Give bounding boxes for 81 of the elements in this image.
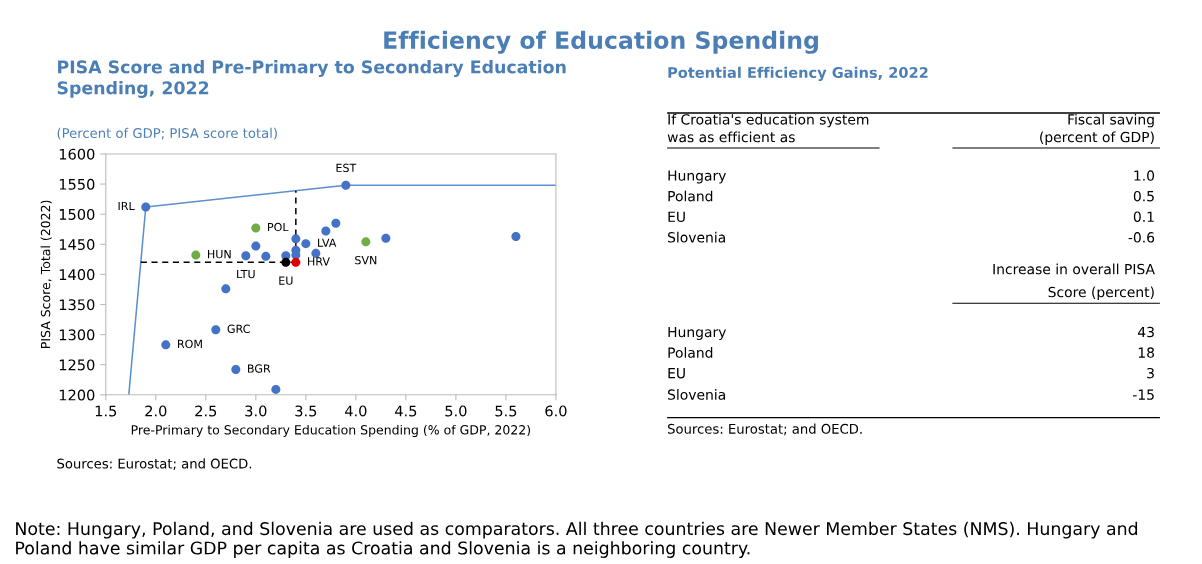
point — [261, 251, 271, 261]
text: Slovenia — [668, 231, 725, 243]
chart-subtitle: (Percent of GDP; PISA score total) — [57, 127, 277, 140]
point — [341, 180, 351, 190]
annotation: LVA — [318, 238, 337, 247]
point — [251, 223, 261, 233]
chart-title: PISA Score and Pre-Primary to Secondary Education Spending, 2022 — [57, 60, 566, 98]
text: 18 — [1138, 347, 1155, 358]
x-tick-label: 3.5 — [295, 405, 317, 417]
text: Note: Hungary, Poland, and Slovenia are used as comparators. All three countries are Newer Member States (NMS). Hungary and Poland have similar GDP per capita as Croatia and Slovenia is a neighboring country. — [16, 521, 1138, 558]
text: Fiscal saving (percent of GDP) — [1040, 113, 1154, 145]
x-tick-label: 4.0 — [344, 405, 367, 417]
text: 43 — [1138, 326, 1154, 338]
point — [321, 226, 331, 236]
text: Poland — [668, 347, 713, 358]
point — [191, 250, 201, 260]
annotation: SVN — [355, 255, 377, 265]
point — [251, 241, 261, 251]
point — [231, 365, 241, 375]
x-tick-label: 2.5 — [195, 405, 217, 417]
point — [291, 234, 301, 244]
text: Efficiency of Education Spending — [384, 30, 818, 54]
annotation: GRC — [227, 324, 250, 333]
annotation: EST — [336, 163, 357, 173]
point — [161, 340, 171, 350]
point — [211, 325, 221, 335]
x-tick-label: 4.5 — [394, 405, 417, 417]
text: Increase in overall PISA Score (percent) — [993, 263, 1155, 300]
y-tick-label: 1550 — [59, 178, 95, 190]
x-tick-label: 6.0 — [545, 405, 567, 417]
annotation: POL — [268, 222, 289, 232]
text: EU — [668, 368, 685, 379]
y-tick-label: 1250 — [59, 359, 95, 371]
point — [221, 284, 231, 294]
annotation: IRL — [118, 201, 135, 211]
point — [281, 257, 291, 267]
text: Poland — [668, 190, 713, 202]
annotation: BGR — [248, 364, 271, 373]
annotation: EU — [279, 276, 293, 285]
point — [361, 237, 371, 247]
y-tick-label: 1200 — [59, 389, 95, 401]
y-tick-label: 1350 — [59, 299, 95, 311]
annotation: LTU — [237, 269, 255, 279]
source-note: Sources: Eurostat; and OECD. — [667, 423, 862, 436]
y-tick-label: 1450 — [59, 239, 95, 251]
x-axis-title: Pre-Primary to Secondary Education Spending (% of GDP, 2022) — [131, 424, 531, 437]
text: -0.6 — [1128, 232, 1155, 243]
annotation: HRV — [308, 257, 330, 266]
text: Hungary — [668, 326, 726, 340]
point — [291, 257, 301, 267]
text: 3 — [1147, 367, 1154, 379]
y-tick-label: 1300 — [59, 329, 95, 341]
point — [511, 231, 521, 241]
text: Potential Efficiency Gains, 2022 — [668, 66, 928, 81]
text: If Croatia's education system was as efficient as — [667, 113, 869, 143]
x-tick-label: 1.5 — [95, 405, 117, 417]
text: Hungary — [668, 170, 726, 184]
point — [311, 248, 321, 258]
x-tick-label: 3.0 — [245, 405, 267, 417]
point — [141, 202, 151, 212]
x-tick-label: 5.5 — [495, 405, 517, 417]
text: EU — [668, 211, 685, 222]
point — [301, 239, 311, 249]
point — [241, 251, 251, 261]
x-tick-label: 5.0 — [445, 405, 467, 417]
y-tick-label: 1600 — [59, 148, 95, 160]
text: 0.1 — [1133, 211, 1154, 222]
text: 1.0 — [1134, 170, 1155, 181]
annotation: ROM — [178, 339, 202, 349]
y-tick-label: 1500 — [59, 208, 95, 220]
point — [271, 384, 281, 394]
y-axis-title: PISA Score, Total (2022) — [40, 200, 52, 348]
source-note: Sources: Eurostat; and OECD. — [57, 458, 252, 470]
annotation: HUN — [208, 250, 231, 259]
point — [381, 233, 391, 243]
text: Slovenia — [668, 389, 725, 400]
point — [331, 218, 341, 228]
text: -15 — [1133, 389, 1154, 400]
text: 0.5 — [1133, 190, 1154, 202]
y-tick-label: 1400 — [59, 269, 95, 281]
x-tick-label: 2.0 — [145, 405, 167, 417]
